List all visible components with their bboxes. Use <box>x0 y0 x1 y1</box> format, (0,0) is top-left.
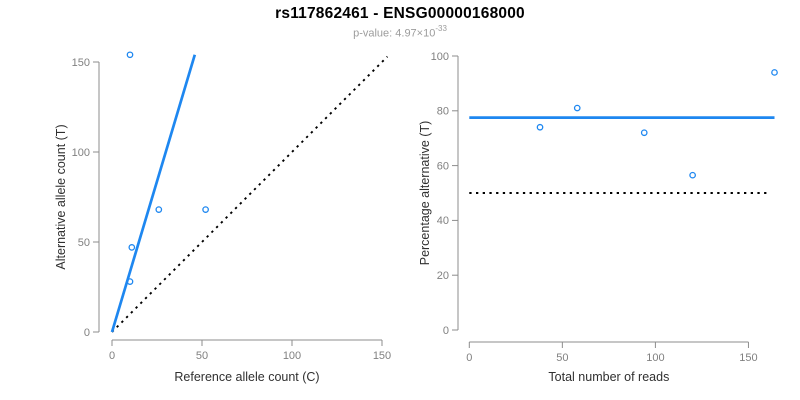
x-tick-label: 100 <box>646 352 664 364</box>
data-point <box>128 244 136 251</box>
x-axis-title: Reference allele count (C) <box>174 370 319 384</box>
data-point <box>155 206 163 213</box>
reference-line <box>111 55 389 333</box>
data-point <box>126 51 134 59</box>
fit-line <box>110 54 197 333</box>
y-tick-label: 0 <box>443 325 449 337</box>
x-tick-label: 50 <box>556 352 568 364</box>
data-point <box>536 123 544 131</box>
data-point <box>771 69 778 76</box>
figure-subtitle: p-value: 4.97×10-33 <box>0 24 800 40</box>
y-tick-label: 150 <box>72 57 90 69</box>
y-tick-label: 100 <box>72 147 90 159</box>
data-point <box>202 206 209 213</box>
y-tick-label: 50 <box>78 237 90 249</box>
data-point <box>640 129 648 137</box>
data-point <box>573 104 581 112</box>
figure-title: rs117862461 - ENSG00000168000 <box>275 5 525 22</box>
data-point <box>126 278 134 285</box>
x-tick-label: 100 <box>283 350 301 362</box>
y-tick-label: 40 <box>437 215 449 227</box>
panel-allele-counts: 0 50 100 150 0 50 100 150 Reference allele count… <box>54 51 391 384</box>
x-tick-label: 0 <box>109 350 115 362</box>
x-tick-label: 0 <box>466 352 472 364</box>
y-axis-title: Alternative allele count (T) <box>54 124 68 269</box>
p-value-exponent: -33 <box>435 24 447 33</box>
y-axis-title: Percentage alternative (T) <box>418 121 432 266</box>
data-point <box>689 171 696 179</box>
x-tick-label: 150 <box>373 350 391 362</box>
y-tick-label: 100 <box>431 51 449 63</box>
panel-percentage-alternative: 0 20 40 60 80 100 0 50 100 150 Total number of rea… <box>418 51 778 384</box>
x-tick-label: 50 <box>196 350 208 362</box>
y-tick-label: 20 <box>437 270 449 282</box>
p-value-base: p-value: 4.97×10 <box>353 27 436 40</box>
x-axis-title: Total number of reads <box>548 370 669 384</box>
y-tick-label: 60 <box>437 160 449 172</box>
y-tick-label: 80 <box>437 106 449 118</box>
x-tick-label: 150 <box>739 352 757 364</box>
y-tick-label: 0 <box>84 327 90 339</box>
